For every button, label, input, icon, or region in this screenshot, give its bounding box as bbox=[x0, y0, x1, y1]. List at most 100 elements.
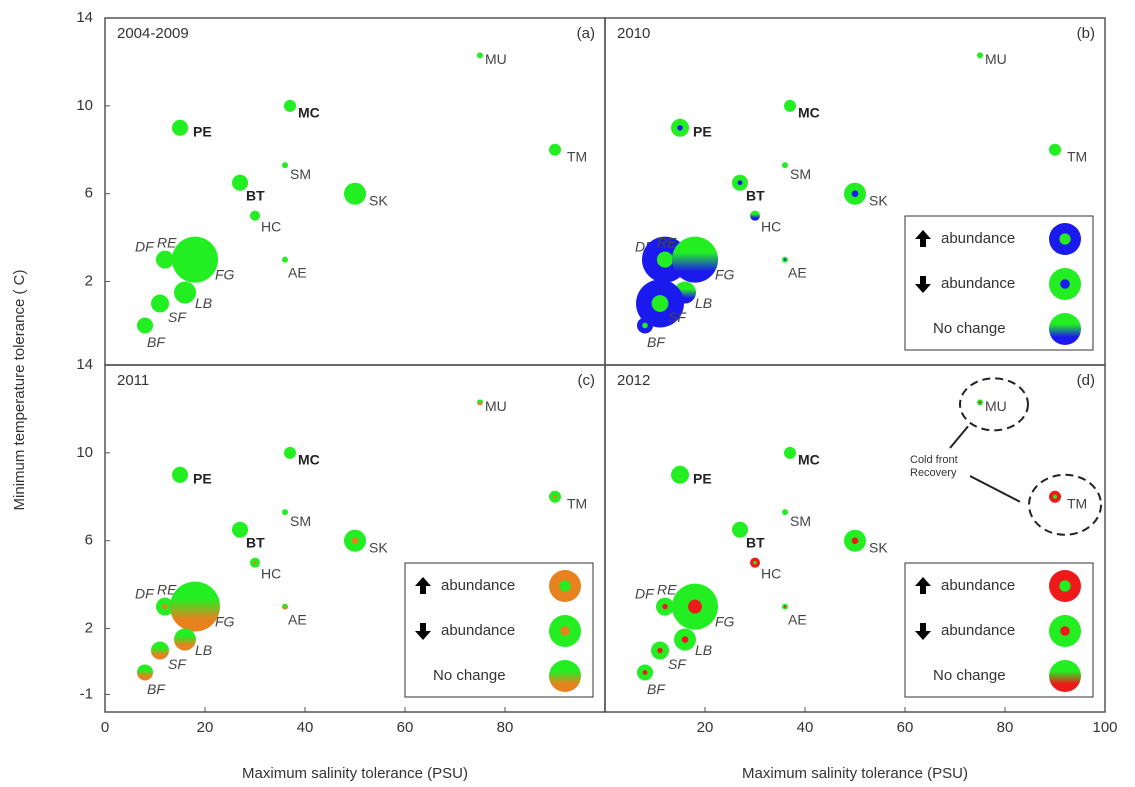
point-label: DF bbox=[635, 585, 655, 601]
bubble bbox=[174, 628, 196, 651]
annotation: Cold front bbox=[910, 454, 958, 466]
bubble bbox=[170, 581, 220, 632]
bubble-core bbox=[737, 180, 743, 186]
point-label: MU bbox=[985, 51, 1007, 67]
point-label: HC bbox=[261, 565, 281, 581]
point-label: SM bbox=[290, 166, 311, 182]
bubble bbox=[151, 294, 169, 313]
annotation-arrow bbox=[969, 475, 1021, 503]
point-label: PE bbox=[693, 124, 712, 140]
x-tick-label: 80 bbox=[997, 719, 1014, 736]
arrow-down bbox=[415, 623, 431, 640]
point-label: RE bbox=[657, 234, 677, 250]
x-tick-label: 0 bbox=[101, 719, 109, 736]
point-label: LB bbox=[695, 295, 712, 311]
bubble-core bbox=[651, 295, 669, 312]
point-label: MC bbox=[798, 105, 820, 121]
bubble-core bbox=[560, 626, 570, 636]
point-label: LB bbox=[695, 642, 712, 658]
legend-label: abundance bbox=[941, 275, 1015, 292]
point-label: SK bbox=[369, 192, 388, 208]
bubble bbox=[172, 119, 188, 136]
bubble bbox=[1049, 660, 1081, 692]
x-axis-label: Maximum salinity tolerance (PSU) bbox=[742, 765, 968, 782]
panel-title: 2011 bbox=[117, 372, 149, 389]
panel-label: (a) bbox=[577, 25, 595, 42]
x-tick-label: 40 bbox=[797, 719, 814, 736]
bubble bbox=[782, 162, 788, 169]
bubble bbox=[250, 210, 260, 221]
bubble-core bbox=[553, 494, 557, 499]
point-label: FG bbox=[215, 266, 235, 282]
bubble bbox=[477, 52, 483, 59]
point-label: PE bbox=[193, 124, 212, 140]
bubble-core bbox=[253, 561, 257, 565]
legend: abundance abundance No change bbox=[404, 562, 594, 698]
point-label: RE bbox=[157, 234, 177, 250]
arrow-down bbox=[915, 276, 931, 293]
bubble bbox=[782, 509, 788, 516]
bubble-core bbox=[677, 125, 683, 131]
arrow-up bbox=[915, 230, 931, 247]
point-label: RE bbox=[657, 581, 677, 597]
point-label: BF bbox=[647, 681, 666, 697]
bubble-core bbox=[642, 322, 648, 329]
bubble-core bbox=[662, 603, 668, 610]
x-axis-label: Maximum salinity tolerance (PSU) bbox=[242, 765, 468, 782]
bubble-core bbox=[657, 647, 663, 654]
point-label: BT bbox=[746, 534, 765, 550]
bubble bbox=[671, 465, 689, 484]
bubble-core bbox=[1060, 279, 1070, 289]
point-label: BT bbox=[246, 187, 265, 203]
arrow-up bbox=[415, 577, 431, 594]
point-label: MU bbox=[485, 51, 507, 67]
y-tick-label: 6 bbox=[85, 185, 93, 202]
arrow-down bbox=[915, 623, 931, 640]
bubble bbox=[282, 509, 288, 516]
bubble bbox=[784, 446, 796, 459]
panel-label: (d) bbox=[1077, 372, 1095, 389]
panel-label: (b) bbox=[1077, 25, 1095, 42]
x-tick-label: 60 bbox=[897, 719, 914, 736]
bubble bbox=[477, 399, 483, 406]
point-label: BF bbox=[647, 334, 666, 350]
panel-title: 2010 bbox=[617, 25, 650, 42]
bubble bbox=[172, 236, 218, 283]
point-label: MU bbox=[985, 398, 1007, 414]
point-label: FG bbox=[715, 266, 735, 282]
point-label: SM bbox=[790, 166, 811, 182]
bubble bbox=[174, 281, 196, 304]
point-label: SK bbox=[369, 539, 388, 555]
point-label: DF bbox=[135, 585, 155, 601]
bubble bbox=[137, 317, 153, 334]
bubble-core bbox=[642, 670, 648, 675]
point-label: SK bbox=[869, 539, 888, 555]
bubble bbox=[977, 52, 983, 59]
arrow-up bbox=[915, 577, 931, 594]
point-label: TM bbox=[567, 495, 587, 511]
bubble-core bbox=[851, 537, 859, 544]
point-label: AE bbox=[288, 264, 307, 280]
bubble bbox=[1049, 313, 1081, 345]
bubble-core bbox=[162, 603, 168, 610]
x-tick-label: 20 bbox=[197, 719, 214, 736]
y-tick-label: -1 bbox=[80, 685, 93, 702]
point-label: BF bbox=[147, 681, 166, 697]
point-label: SK bbox=[869, 192, 888, 208]
bubble bbox=[732, 521, 748, 538]
point-label: AE bbox=[288, 611, 307, 627]
bubble bbox=[137, 664, 153, 681]
point-label: BF bbox=[147, 334, 166, 350]
point-label: SF bbox=[168, 309, 187, 325]
annotation: Recovery bbox=[910, 467, 957, 479]
x-tick-label: 80 bbox=[497, 719, 514, 736]
point-label: MU bbox=[485, 398, 507, 414]
x-tick-label: 100 bbox=[1092, 719, 1117, 736]
point-label: PE bbox=[193, 471, 212, 487]
bubble bbox=[282, 256, 288, 263]
point-label: LB bbox=[195, 642, 212, 658]
x-tick-label: 60 bbox=[397, 719, 414, 736]
panel-title: 2012 bbox=[617, 372, 650, 389]
y-tick-label: 10 bbox=[76, 97, 93, 114]
